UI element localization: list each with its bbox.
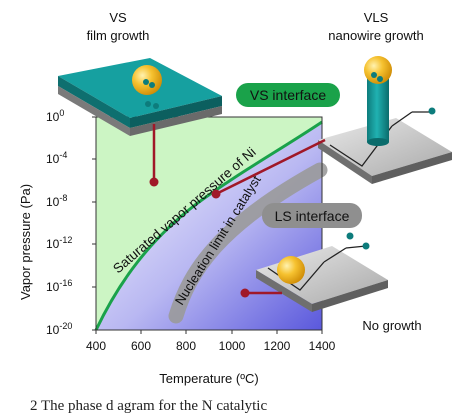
y-tick-0: 100 [46,108,64,124]
x-axis-label: Temperature (ºC) [159,371,258,386]
y-tick-5: 10-20 [46,321,72,337]
vls-title-line2: nanowire growth [328,28,423,43]
ls-interface-callout: LS interface [262,203,362,228]
saturated-vapor-pressure-curve [94,120,323,331]
vls-title-line1: VLS [364,10,389,25]
x-tick-2: 800 [176,339,196,353]
vs-interface-callout: VS interface [236,83,340,107]
y-tick-4: 10-16 [46,278,72,294]
caption-fragment: 2 The phase d agram for the N catalytic [30,398,267,413]
vs-film-growth-illustration: VS film growth [58,10,222,136]
x-axis: 400 600 800 1000 1200 1400 Temperature (… [86,330,336,386]
no-growth-catalyst-sphere [277,256,305,284]
x-tick-0: 400 [86,339,106,353]
nucleation-limit-band [168,162,328,324]
y-axis: 100 10-4 10-8 10-12 10-16 10-20 Vapor pr… [18,108,96,337]
no-growth-illustration: No growth [256,232,422,333]
ls-interface-label: LS interface [275,208,350,224]
x-tick-1: 600 [131,339,151,353]
x-tick-3: 1000 [219,339,246,353]
vls-catalyst-sphere [364,56,392,84]
x-tick-5: 1400 [309,339,336,353]
nanowire-cylinder [367,74,389,142]
vs-region [96,117,322,330]
y-tick-3: 10-12 [46,235,72,251]
vs-interface-label: VS interface [250,87,326,103]
no-growth-label: No growth [362,318,421,333]
vs-title-line2: film growth [87,28,150,43]
vls-nanowire-illustration: VLS nanowire growth [318,10,452,184]
y-tick-1: 10-4 [46,150,67,166]
y-axis-label: Vapor pressure (Pa) [18,184,33,300]
connectors [149,124,326,298]
y-tick-2: 10-8 [46,193,67,209]
x-tick-4: 1200 [264,339,291,353]
vs-title-line1: VS [109,10,127,25]
